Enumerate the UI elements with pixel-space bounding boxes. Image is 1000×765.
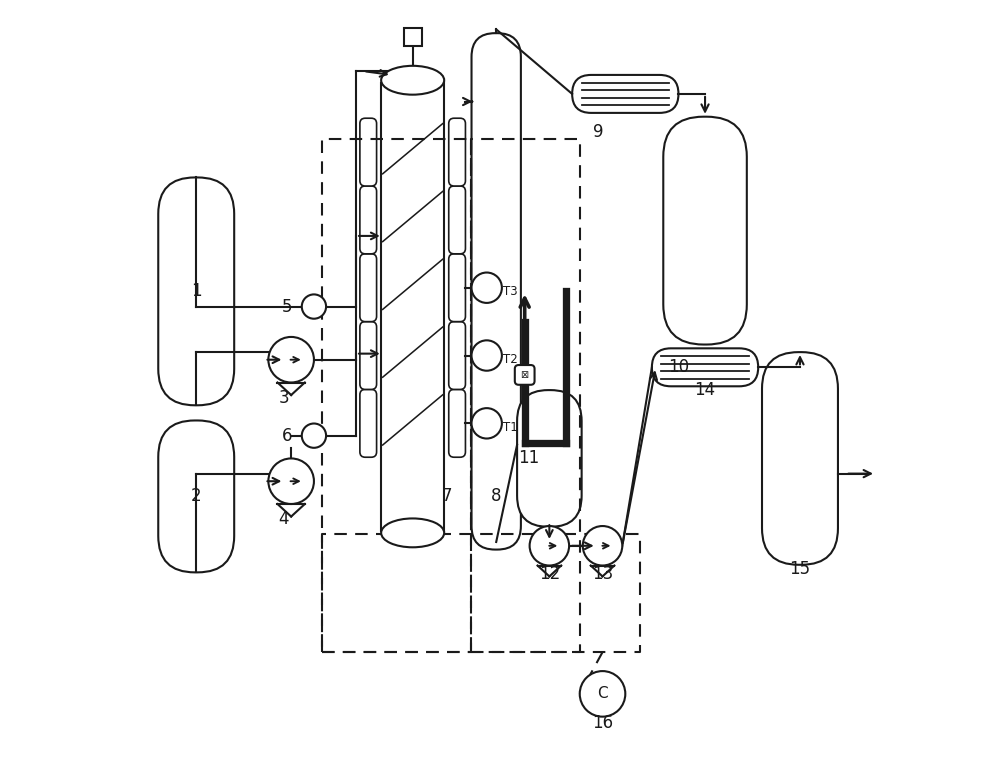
Text: 13: 13	[592, 565, 613, 583]
FancyBboxPatch shape	[515, 365, 535, 385]
Circle shape	[302, 424, 326, 448]
FancyBboxPatch shape	[158, 177, 234, 405]
Text: 3: 3	[278, 389, 289, 407]
FancyBboxPatch shape	[449, 119, 465, 186]
Circle shape	[472, 272, 502, 303]
Text: T3: T3	[503, 285, 518, 298]
Text: 1: 1	[191, 282, 202, 301]
FancyBboxPatch shape	[572, 75, 678, 113]
FancyBboxPatch shape	[449, 186, 465, 254]
Text: 8: 8	[491, 487, 501, 506]
FancyBboxPatch shape	[472, 33, 521, 549]
FancyBboxPatch shape	[449, 389, 465, 457]
Text: 16: 16	[592, 714, 613, 732]
Ellipse shape	[381, 66, 444, 95]
Circle shape	[302, 295, 326, 319]
Text: 11: 11	[518, 450, 539, 467]
Text: 9: 9	[593, 123, 604, 141]
FancyBboxPatch shape	[360, 254, 377, 321]
FancyBboxPatch shape	[663, 117, 747, 344]
Text: ⊠: ⊠	[521, 370, 529, 380]
FancyBboxPatch shape	[360, 389, 377, 457]
Text: 7: 7	[442, 487, 452, 506]
Text: T1: T1	[503, 421, 518, 434]
FancyBboxPatch shape	[360, 186, 377, 254]
Ellipse shape	[381, 519, 444, 547]
Text: 2: 2	[191, 487, 202, 506]
Text: 10: 10	[668, 358, 689, 376]
Text: 15: 15	[789, 559, 811, 578]
FancyBboxPatch shape	[762, 352, 838, 565]
Circle shape	[268, 337, 314, 382]
FancyBboxPatch shape	[517, 390, 582, 527]
Text: 4: 4	[278, 510, 289, 528]
Circle shape	[583, 526, 622, 565]
Circle shape	[580, 671, 625, 717]
FancyBboxPatch shape	[449, 254, 465, 321]
FancyBboxPatch shape	[449, 321, 465, 389]
Circle shape	[472, 340, 502, 371]
Bar	[404, 28, 422, 46]
FancyBboxPatch shape	[158, 421, 234, 572]
Text: 12: 12	[539, 565, 560, 583]
Circle shape	[472, 409, 502, 438]
FancyBboxPatch shape	[652, 348, 758, 386]
FancyBboxPatch shape	[360, 119, 377, 186]
Text: 6: 6	[282, 427, 293, 444]
Text: C: C	[597, 686, 608, 702]
Circle shape	[268, 458, 314, 504]
Circle shape	[530, 526, 569, 565]
Text: T2: T2	[503, 353, 518, 366]
FancyBboxPatch shape	[360, 321, 377, 389]
Text: 5: 5	[282, 298, 293, 315]
Text: 14: 14	[694, 381, 716, 399]
